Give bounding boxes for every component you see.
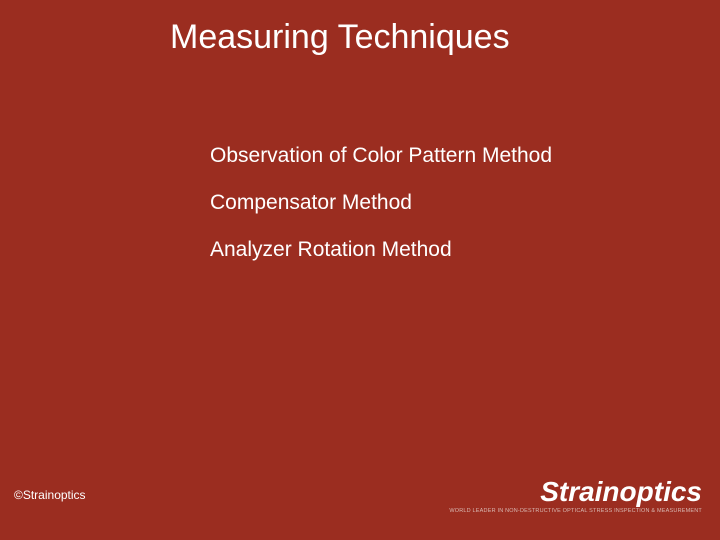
company-logo: Strainoptics WORLD LEADER IN NON-DESTRUC… [449, 478, 702, 514]
logo-tagline: WORLD LEADER IN NON-DESTRUCTIVE OPTICAL … [449, 508, 702, 514]
copyright-text: ©Strainoptics [14, 488, 86, 502]
bullet-list: Observation of Color Pattern Method Comp… [210, 145, 552, 286]
list-item: Observation of Color Pattern Method [210, 145, 552, 166]
list-item: Compensator Method [210, 192, 552, 213]
list-item: Analyzer Rotation Method [210, 239, 552, 260]
logo-name: Strainoptics [449, 478, 702, 506]
slide-title: Measuring Techniques [170, 18, 510, 57]
